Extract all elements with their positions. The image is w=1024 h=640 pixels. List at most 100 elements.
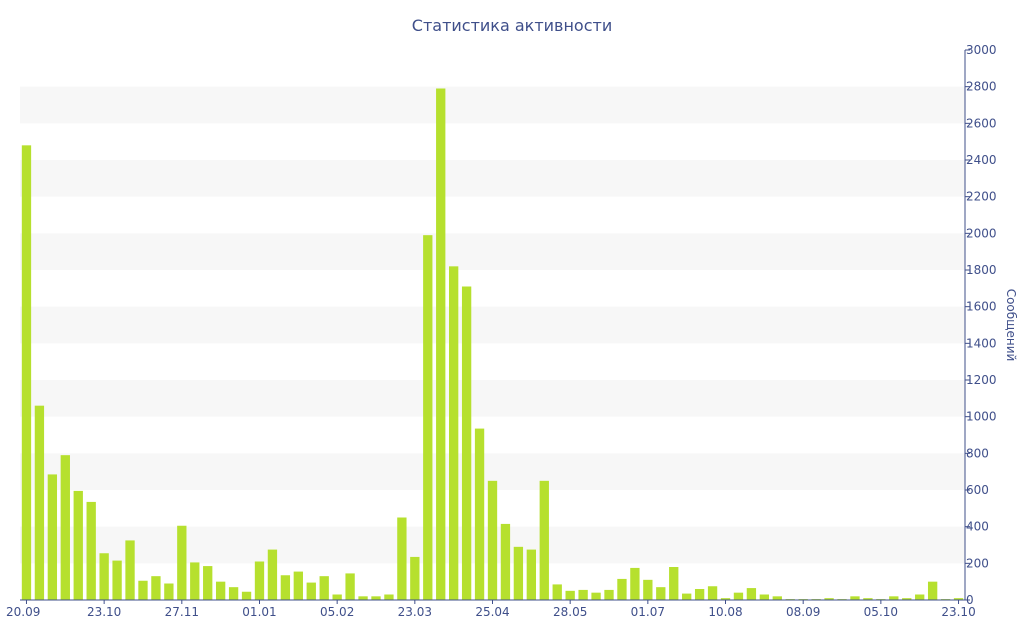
bar [461, 286, 472, 600]
x-tick-label: 27.11 [165, 605, 199, 619]
bar [604, 589, 614, 600]
bar [863, 598, 873, 600]
x-tick-label: 25.04 [475, 605, 509, 619]
y-tick-label: 2800 [966, 80, 997, 94]
x-tick-label: 20.09 [6, 605, 40, 619]
bar [889, 596, 899, 600]
bar [358, 596, 368, 600]
x-tick-label: 23.10 [941, 605, 975, 619]
bar [643, 579, 653, 600]
x-tick-label: 10.08 [708, 605, 742, 619]
bars [21, 88, 964, 601]
grid-band [20, 86, 965, 124]
y-tick-label: 400 [966, 520, 989, 534]
y-tick-label: 2600 [966, 116, 997, 130]
bar [617, 578, 627, 600]
x-tick-label: 08.09 [786, 605, 820, 619]
bar [228, 587, 239, 600]
bar [953, 598, 964, 600]
x-axis: 20.09 23.10 27.11 01.01 05.02 23.03 25.04 28.05… [6, 599, 976, 619]
bar [436, 88, 446, 600]
y-tick-label: 200 [966, 556, 989, 570]
bar [21, 145, 32, 601]
bar [138, 580, 148, 600]
bar [591, 592, 601, 600]
bar [60, 455, 70, 600]
bar [190, 562, 200, 600]
bar [345, 573, 355, 600]
y-tick-label: 600 [966, 483, 989, 497]
y-tick-label: 1800 [966, 263, 997, 277]
y-tick-label: 3000 [966, 43, 997, 57]
bar [850, 596, 860, 600]
y-axis: 0 200 400 600 800 1000 1200 1400 1600 1800 2000 220… [964, 43, 997, 607]
grid-band [20, 306, 965, 344]
bar [720, 598, 731, 600]
y-tick-label: 2400 [966, 153, 997, 167]
bar [267, 549, 278, 600]
bar [254, 561, 265, 600]
bar [474, 428, 485, 600]
x-tick-label: 23.10 [87, 605, 121, 619]
bar [306, 582, 316, 600]
bar [280, 575, 291, 600]
bar [293, 571, 303, 600]
bar [772, 596, 782, 600]
bar [539, 480, 549, 600]
bar [578, 589, 588, 600]
grid-band [20, 233, 965, 270]
x-tick-label: 23.03 [398, 605, 432, 619]
bar [824, 598, 834, 600]
bar [927, 581, 938, 600]
bar [125, 540, 135, 600]
bar [669, 567, 679, 600]
y-tick-label: 1600 [966, 300, 997, 314]
bar [371, 596, 381, 600]
y-tick-label: 0 [966, 593, 974, 607]
y-tick-label: 2000 [966, 226, 997, 240]
bar [397, 517, 407, 600]
bar [86, 501, 96, 600]
bar [902, 598, 912, 600]
bar [630, 567, 640, 600]
bar [915, 594, 925, 600]
bar [112, 560, 122, 600]
bar [694, 589, 705, 600]
y-tick-label: 1000 [966, 410, 997, 424]
bar [423, 235, 433, 600]
grid-band [20, 380, 965, 417]
bar [733, 592, 744, 600]
bar [164, 583, 174, 600]
bar [656, 587, 666, 600]
x-tick-label: 01.07 [631, 605, 665, 619]
bar [99, 553, 109, 600]
x-tick-label: 28.05 [553, 605, 587, 619]
bar [34, 405, 45, 600]
bar [759, 594, 770, 600]
grid-band [20, 160, 965, 197]
bar [215, 581, 226, 600]
bar [151, 576, 161, 600]
y-tick-label: 800 [966, 446, 989, 460]
bar [746, 588, 757, 600]
bar [500, 523, 511, 600]
y-tick-label: 1400 [966, 336, 997, 350]
bar [410, 556, 420, 600]
bar [449, 266, 459, 600]
bar [319, 576, 329, 600]
bar [552, 584, 562, 600]
bar [332, 594, 342, 600]
bar [241, 591, 252, 600]
bar [47, 474, 58, 600]
bar [487, 480, 498, 600]
grid-bands [20, 86, 965, 564]
bar [73, 490, 83, 600]
x-tick-label: 05.02 [320, 605, 354, 619]
y-axis-label: Сообщений [1004, 289, 1018, 362]
bar [177, 525, 187, 600]
x-tick-label: 05.10 [864, 605, 898, 619]
y-tick-label: 1200 [966, 373, 997, 387]
bar [513, 546, 524, 600]
x-tick-label: 01.01 [242, 605, 276, 619]
